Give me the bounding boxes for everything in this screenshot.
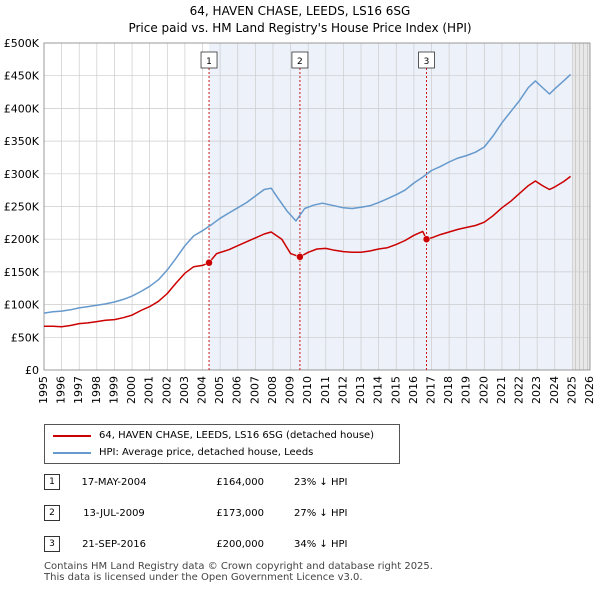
x-tick-label: 1996 xyxy=(55,376,68,404)
transaction-number: 2 xyxy=(44,505,60,521)
legend-label-hpi: HPI: Average price, detached house, Leed… xyxy=(99,447,314,458)
x-tick-label: 2017 xyxy=(424,376,437,404)
x-tick-label: 2007 xyxy=(248,376,261,404)
y-tick-label: £500K xyxy=(4,37,40,50)
x-tick-label: 1995 xyxy=(37,376,50,404)
hpi-line xyxy=(43,73,572,314)
sale-point xyxy=(296,253,304,261)
y-tick-label: £50K xyxy=(11,331,40,344)
legend-swatch-hpi xyxy=(53,452,91,454)
plot-frame xyxy=(43,42,591,371)
transaction-date: 21-SEP-2016 xyxy=(82,539,146,550)
transaction-number: 1 xyxy=(44,474,60,490)
y-tick-label: £0 xyxy=(25,364,39,377)
sale-marker-label: 3 xyxy=(424,57,430,67)
x-tick-label: 2025 xyxy=(565,376,578,404)
y-tick-label: £200K xyxy=(4,233,40,246)
x-tick-label: 2005 xyxy=(213,376,226,404)
sale-marker-box xyxy=(418,51,435,69)
y-tick-label: £150K xyxy=(4,266,40,279)
x-tick-label: 1999 xyxy=(107,376,120,404)
footer-attribution: Contains HM Land Registry data © Crown c… xyxy=(44,561,584,583)
sale-point xyxy=(422,235,431,243)
x-tick-label: 2022 xyxy=(513,376,526,404)
transaction-date: 17-MAY-2004 xyxy=(81,477,147,488)
sale-point xyxy=(205,258,213,267)
y-tick-label: £300K xyxy=(4,168,40,181)
transaction-price: £164,000 xyxy=(216,477,264,488)
x-tick-label: 2009 xyxy=(284,376,297,404)
x-tick-label: 2010 xyxy=(301,376,314,404)
x-tick-label: 2001 xyxy=(143,376,156,404)
legend-label-property: 64, HAVEN CHASE, LEEDS, LS16 6SG (detach… xyxy=(99,430,375,441)
x-tick-label: 2023 xyxy=(530,376,543,404)
x-tick-label: 2003 xyxy=(178,376,191,404)
x-tick-label: 2016 xyxy=(407,376,420,404)
x-tick-label: 2008 xyxy=(266,376,279,404)
y-tick-label: £100K xyxy=(4,299,40,312)
x-tick-label: 2021 xyxy=(495,376,508,404)
sale-marker-box xyxy=(200,51,218,69)
footer-line-2: This data is licensed under the Open Gov… xyxy=(44,572,363,583)
footer-line-1: Contains HM Land Registry data © Crown c… xyxy=(44,561,433,572)
x-tick-label: 2026 xyxy=(583,376,596,404)
legend-swatch-property xyxy=(53,435,91,437)
x-tick-label: 2013 xyxy=(354,376,367,404)
title-line-1: 64, HAVEN CHASE, LEEDS, LS16 6SG xyxy=(189,4,411,18)
x-tick-label: 2004 xyxy=(196,376,209,404)
transaction-number: 3 xyxy=(44,536,60,552)
transaction-hpi-diff: 34% ↓ HPI xyxy=(294,539,348,550)
chart-title: 64, HAVEN CHASE, LEEDS, LS16 6SG Price p… xyxy=(0,3,600,37)
y-tick-label: £250K xyxy=(4,201,40,214)
y-tick-label: £350K xyxy=(4,135,40,148)
x-tick-label: 2011 xyxy=(319,376,332,404)
x-tick-label: 2000 xyxy=(125,376,138,404)
sale-marker-label: 1 xyxy=(206,57,212,67)
y-tick-label: £450K xyxy=(4,70,40,83)
y-tick-label: £400K xyxy=(4,102,40,115)
x-tick-label: 1997 xyxy=(72,376,85,404)
x-tick-label: 2012 xyxy=(336,376,349,404)
sale-marker-box xyxy=(291,51,309,69)
transaction-price: £173,000 xyxy=(216,508,264,519)
transaction-hpi-diff: 23% ↓ HPI xyxy=(294,477,348,488)
transaction-date: 13-JUL-2009 xyxy=(83,508,145,519)
x-tick-label: 2018 xyxy=(442,376,455,404)
x-tick-label: 2015 xyxy=(389,376,402,404)
title-line-2: Price paid vs. HM Land Registry's House … xyxy=(128,21,472,35)
transaction-price: £200,000 xyxy=(216,539,264,550)
transaction-hpi-diff: 27% ↓ HPI xyxy=(294,508,348,519)
x-tick-label: 2002 xyxy=(160,376,173,404)
sale-marker-label: 2 xyxy=(297,57,303,67)
x-tick-label: 2024 xyxy=(548,376,561,404)
price-chart: 1995 1996 1997 1998 1999 2000 2001 2002 2003 2004… xyxy=(4,37,596,404)
x-tick-label: 2006 xyxy=(231,376,244,404)
legend: 64, HAVEN CHASE, LEEDS, LS16 6SG (detach… xyxy=(44,424,400,464)
property-price-line xyxy=(44,175,572,328)
x-tick-label: 2014 xyxy=(372,376,385,404)
x-tick-label: 2019 xyxy=(460,376,473,404)
x-tick-label: 2020 xyxy=(477,376,490,404)
x-tick-label: 1998 xyxy=(90,376,103,404)
